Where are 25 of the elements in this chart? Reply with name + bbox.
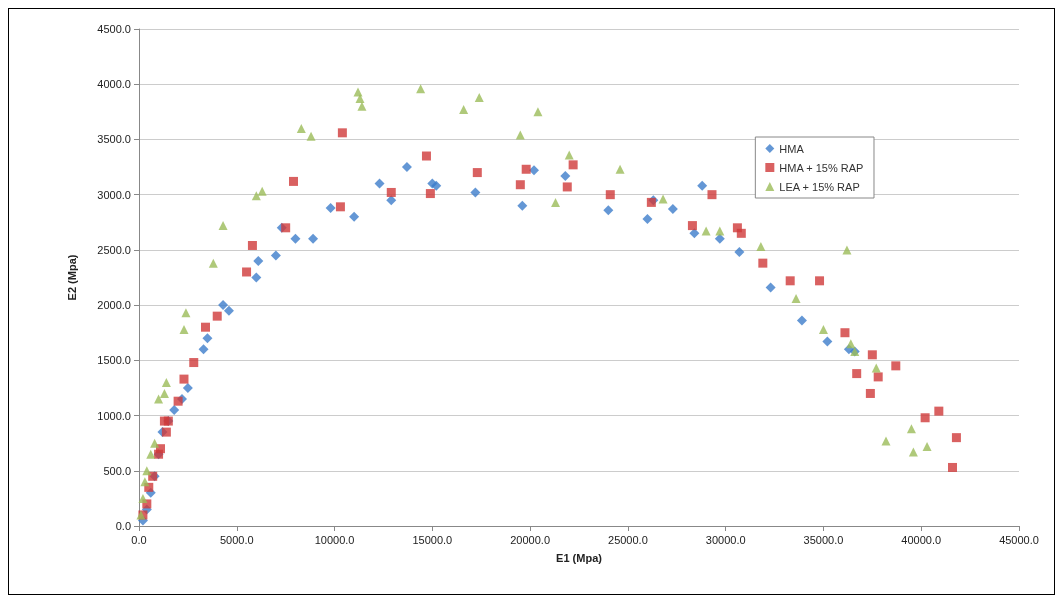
y-tick-label: 4500.0: [97, 23, 131, 35]
x-tick-label: 0.0: [131, 533, 147, 546]
y-tick-label: 4000.0: [97, 78, 131, 91]
y-tick-label: 500.0: [103, 464, 131, 477]
x-tick-label: 15000.0: [412, 533, 453, 546]
x-tick-label: 40000.0: [901, 533, 942, 546]
y-tick-label: 1500.0: [97, 354, 131, 367]
x-tick-label: 25000.0: [608, 533, 648, 546]
y-tick-label: 1000.0: [97, 409, 131, 422]
y-tick-label: 3500.0: [97, 133, 131, 146]
legend-label: HMA: [779, 142, 805, 155]
y-tick-label: 2000.0: [97, 299, 131, 312]
x-tick-label: 45000.0: [999, 533, 1039, 546]
x-axis-title: E1 (Mpa): [556, 551, 603, 564]
y-tick-label: 3000.0: [97, 188, 131, 201]
x-tick-label: 5000.0: [219, 533, 254, 546]
x-tick-label: 30000.0: [705, 533, 746, 546]
legend-label: LEA + 15% RAP: [779, 180, 860, 193]
y-tick-label: 2500.0: [97, 243, 131, 256]
y-axis-title: E2 (Mpa): [65, 254, 78, 301]
x-tick-label: 10000.0: [314, 533, 355, 546]
legend-label: HMA + 15% RAP: [779, 161, 864, 174]
x-tick-label: 35000.0: [803, 533, 844, 546]
x-tick-label: 20000.0: [510, 533, 550, 546]
y-tick-label: 0.0: [115, 520, 131, 532]
